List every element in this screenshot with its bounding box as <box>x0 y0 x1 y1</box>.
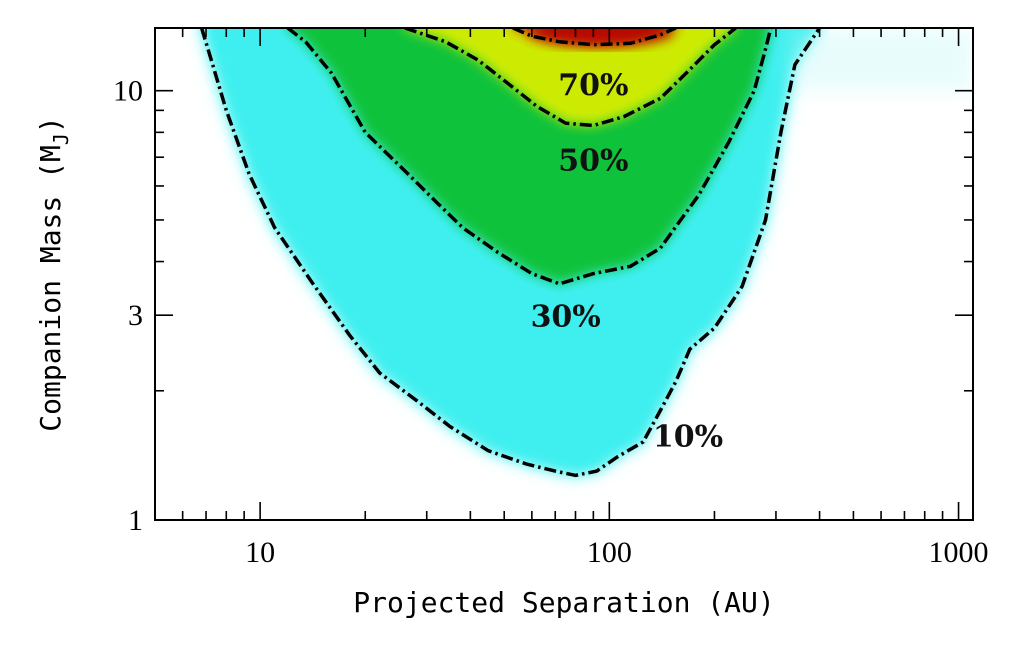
contour-line-10pct <box>199 28 822 478</box>
contour-label-10pct: 10% <box>653 419 723 454</box>
contour-line-30pct <box>286 28 773 286</box>
y-tick-label: 3 <box>128 299 143 332</box>
x-axis-ticks <box>154 28 960 520</box>
y-tick-label: 1 <box>128 504 143 537</box>
x-axis-tick-labels: 10 100 1000 <box>245 536 988 569</box>
plot-frame <box>154 27 974 521</box>
contour-lines <box>199 28 822 478</box>
contour-label-30pct: 30% <box>531 299 601 334</box>
contour-label-70pct: 70% <box>558 68 628 103</box>
x-tick-label: 10 <box>245 536 275 569</box>
y-tick-label: 10 <box>113 75 143 108</box>
y-axis-title: Companion Mass (MJ) <box>34 116 73 431</box>
x-tick-label: 100 <box>587 536 632 569</box>
y-axis-title-subscript: J <box>49 133 73 145</box>
y-axis-ticks <box>155 89 973 521</box>
contour-line-50pct <box>404 28 737 128</box>
contour-labels: 10% 30% 50% 70% <box>531 68 724 454</box>
contour-label-50pct: 50% <box>558 144 628 179</box>
x-tick-label: 1000 <box>929 536 989 569</box>
y-axis-tick-labels: 1 3 10 <box>113 75 143 537</box>
heatmap-plateau <box>790 28 973 91</box>
y-axis-title-main: Companion Mass (M <box>34 145 67 432</box>
x-axis-title: Projected Separation (AU) <box>353 586 774 619</box>
y-axis-title-close: ) <box>34 116 67 133</box>
